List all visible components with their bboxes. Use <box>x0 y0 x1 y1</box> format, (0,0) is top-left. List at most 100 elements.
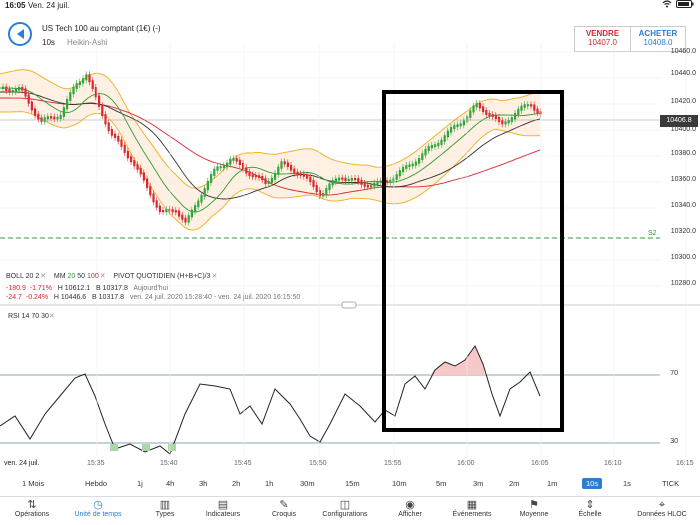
toolbar-configurations[interactable]: ◫ Configurations <box>318 499 372 518</box>
pivot-legend[interactable]: PIVOT QUOTIDIEN (H+B+C)/3✕ <box>113 273 218 280</box>
candle-body <box>85 74 88 81</box>
crosshair-icon: ⌖ <box>658 499 666 511</box>
candle-body <box>66 99 69 110</box>
candle-body <box>517 108 520 115</box>
back-button[interactable] <box>8 22 32 46</box>
candle-body <box>62 107 65 117</box>
toolbar-time-unit[interactable]: ◷ Unité de temps <box>66 499 130 518</box>
toolbar-average[interactable]: ⚑ Moyenne <box>514 499 554 518</box>
interval-1j[interactable]: 1j <box>137 479 143 488</box>
toolbar-scale[interactable]: ⇕ Échelle <box>570 499 610 518</box>
candle-body <box>520 105 523 111</box>
candle-body <box>434 144 437 147</box>
toolbar-types[interactable]: ▥ Types <box>148 499 182 518</box>
candle-body <box>117 135 120 142</box>
candle-body <box>440 139 443 145</box>
candle-body <box>334 178 337 183</box>
interval-tick[interactable]: TICK <box>662 479 680 488</box>
chart-area[interactable]: 10460.0 10440.0 10420.0 10400.0 10380.0 … <box>0 44 700 468</box>
time-label-1: 15:40 <box>160 460 178 467</box>
candle-body <box>274 172 277 180</box>
chart-canvas[interactable] <box>0 44 700 468</box>
candle-body <box>171 209 174 213</box>
candle-body <box>456 124 459 128</box>
candle-body <box>59 114 62 119</box>
candle-body <box>194 205 197 212</box>
candle-body <box>178 210 181 217</box>
candle-body <box>11 90 14 93</box>
annotation-rectangle[interactable] <box>382 90 564 432</box>
candle-body <box>395 174 398 180</box>
close-icon: ✕ <box>48 313 55 320</box>
interval-1h[interactable]: 1h <box>265 479 274 488</box>
interval-3h[interactable]: 3h <box>199 479 208 488</box>
panel-resize-handle[interactable] <box>341 301 357 309</box>
buy-button[interactable]: ACHETER 10408.0 <box>630 26 686 52</box>
interval-1s[interactable]: 1s <box>623 479 631 488</box>
buy-label: ACHETER <box>638 29 678 38</box>
candle-body <box>510 117 513 123</box>
rsi-oversold-fill <box>142 444 150 451</box>
boll-legend[interactable]: BOLL 20 2✕ <box>6 273 47 280</box>
close-icon: ✕ <box>40 273 47 280</box>
toolbar-operations[interactable]: ⇅ Opérations <box>8 499 56 518</box>
pencil-icon: ✎ <box>279 499 289 511</box>
interval-10m[interactable]: 10m <box>392 479 407 488</box>
mm-legend[interactable]: MM 20 50 100✕ <box>53 273 106 280</box>
moving-average-20-line <box>0 87 541 213</box>
candle-body <box>203 188 206 197</box>
interval-4h[interactable]: 4h <box>166 479 175 488</box>
candle-body <box>526 104 529 107</box>
bollinger-lower-line <box>0 111 541 231</box>
candle-body <box>475 103 478 108</box>
candle-body <box>322 192 325 197</box>
sell-button[interactable]: VENDRE 10407.0 <box>574 26 630 52</box>
candle-body <box>482 106 485 113</box>
price-label-6: 10340.0 <box>670 202 696 209</box>
stats-row-today: -180.9 -1.71% H 10612.1 B 10317.8 Aujour… <box>6 285 169 292</box>
rsi-legend[interactable]: RSI 14 70 30✕ <box>8 313 55 320</box>
interval-10s[interactable]: 10s <box>582 478 603 489</box>
time-grid <box>96 44 687 456</box>
candle-body <box>427 146 430 152</box>
interval-1-mois[interactable]: 1 Mois <box>22 479 45 488</box>
candle-body <box>72 86 75 95</box>
clock-icon: ◷ <box>93 499 103 511</box>
candle-body <box>190 209 193 218</box>
toolbar-display[interactable]: ◉ Afficher <box>390 499 430 518</box>
candle-body <box>450 127 453 133</box>
toolbar-indicators[interactable]: ▤ Indicateurs <box>198 499 248 518</box>
interval-15m[interactable]: 15m <box>345 479 360 488</box>
candle-body <box>309 176 312 183</box>
interval-5m[interactable]: 5m <box>436 479 447 488</box>
interval-hebdo[interactable]: Hebdo <box>85 479 108 488</box>
candle-body <box>318 190 321 197</box>
interval-2h[interactable]: 2h <box>232 479 241 488</box>
candle-body <box>158 205 161 213</box>
candle-body <box>82 78 85 84</box>
candle-body <box>514 112 517 120</box>
candle-body <box>75 83 78 89</box>
toolbar-hloc-data[interactable]: ⌖ Données HLOC <box>630 499 694 518</box>
bar-chart-icon: ▤ <box>217 499 229 511</box>
sell-price: 10407.0 <box>588 38 617 47</box>
rsi-overbought-fill <box>430 346 485 375</box>
candle-body <box>261 175 264 181</box>
moving-average-100-line <box>0 97 541 196</box>
candle-body <box>120 139 123 147</box>
candle-body <box>126 150 129 159</box>
candle-body <box>414 161 417 166</box>
candle-body <box>56 116 59 120</box>
candle-body <box>142 172 145 181</box>
toolbar-sketch[interactable]: ✎ Croquis <box>264 499 304 518</box>
candle-body <box>37 113 40 120</box>
buy-price: 10408.0 <box>643 38 673 47</box>
interval-label: 10s <box>42 38 55 47</box>
candle-body <box>267 180 270 185</box>
interval-1m[interactable]: 1m <box>547 479 558 488</box>
interval-30m[interactable]: 30m <box>300 479 315 488</box>
interval-2m[interactable]: 2m <box>509 479 520 488</box>
candle-body <box>453 125 456 130</box>
toolbar-events[interactable]: ▦ Événements <box>446 499 498 518</box>
interval-3m[interactable]: 3m <box>473 479 484 488</box>
